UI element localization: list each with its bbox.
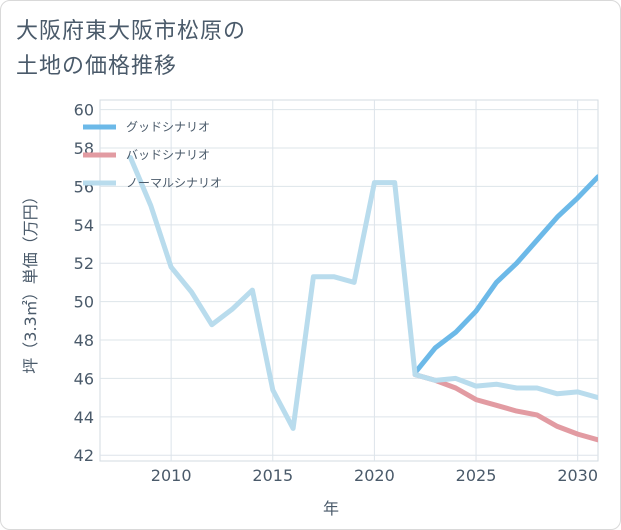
series-line-2	[412, 372, 598, 443]
y-tick-label: 46	[74, 369, 94, 388]
y-tick-label: 48	[74, 331, 94, 350]
legend-label-3: ノーマルシナリオ	[126, 176, 222, 190]
chart-title-line-1: 大阪府東大阪市松原の	[16, 19, 247, 44]
grid	[100, 100, 598, 461]
y-tick-label: 54	[74, 216, 94, 235]
y-tick-label: 44	[74, 408, 94, 427]
chart-title-line-2: 土地の価格推移	[16, 54, 178, 79]
x-tick-label: 2015	[252, 466, 293, 485]
y-tick-label: 56	[74, 177, 94, 196]
series-line-3	[128, 155, 598, 431]
chart-title: 大阪府東大阪市松原の 土地の価格推移	[16, 14, 246, 84]
y-tick-label: 60	[74, 101, 94, 120]
legend-label-1: グッドシナリオ	[126, 120, 210, 134]
x-tick-label: 2025	[456, 466, 497, 485]
series-lines	[128, 155, 598, 443]
legend-label-2: バッドシナリオ	[126, 148, 210, 162]
x-axis-title: 年	[323, 499, 339, 518]
y-tick-label: 50	[74, 293, 94, 312]
x-tick-label: 2010	[151, 466, 192, 485]
x-tick-label: 2020	[354, 466, 395, 485]
y-tick-label: 42	[74, 446, 94, 465]
series-line-1	[412, 174, 598, 376]
x-tick-label: 2030	[557, 466, 598, 485]
y-tick-label: 52	[74, 254, 94, 273]
y-axis-title: 坪（3.3㎡）単価（万円）	[21, 188, 40, 373]
